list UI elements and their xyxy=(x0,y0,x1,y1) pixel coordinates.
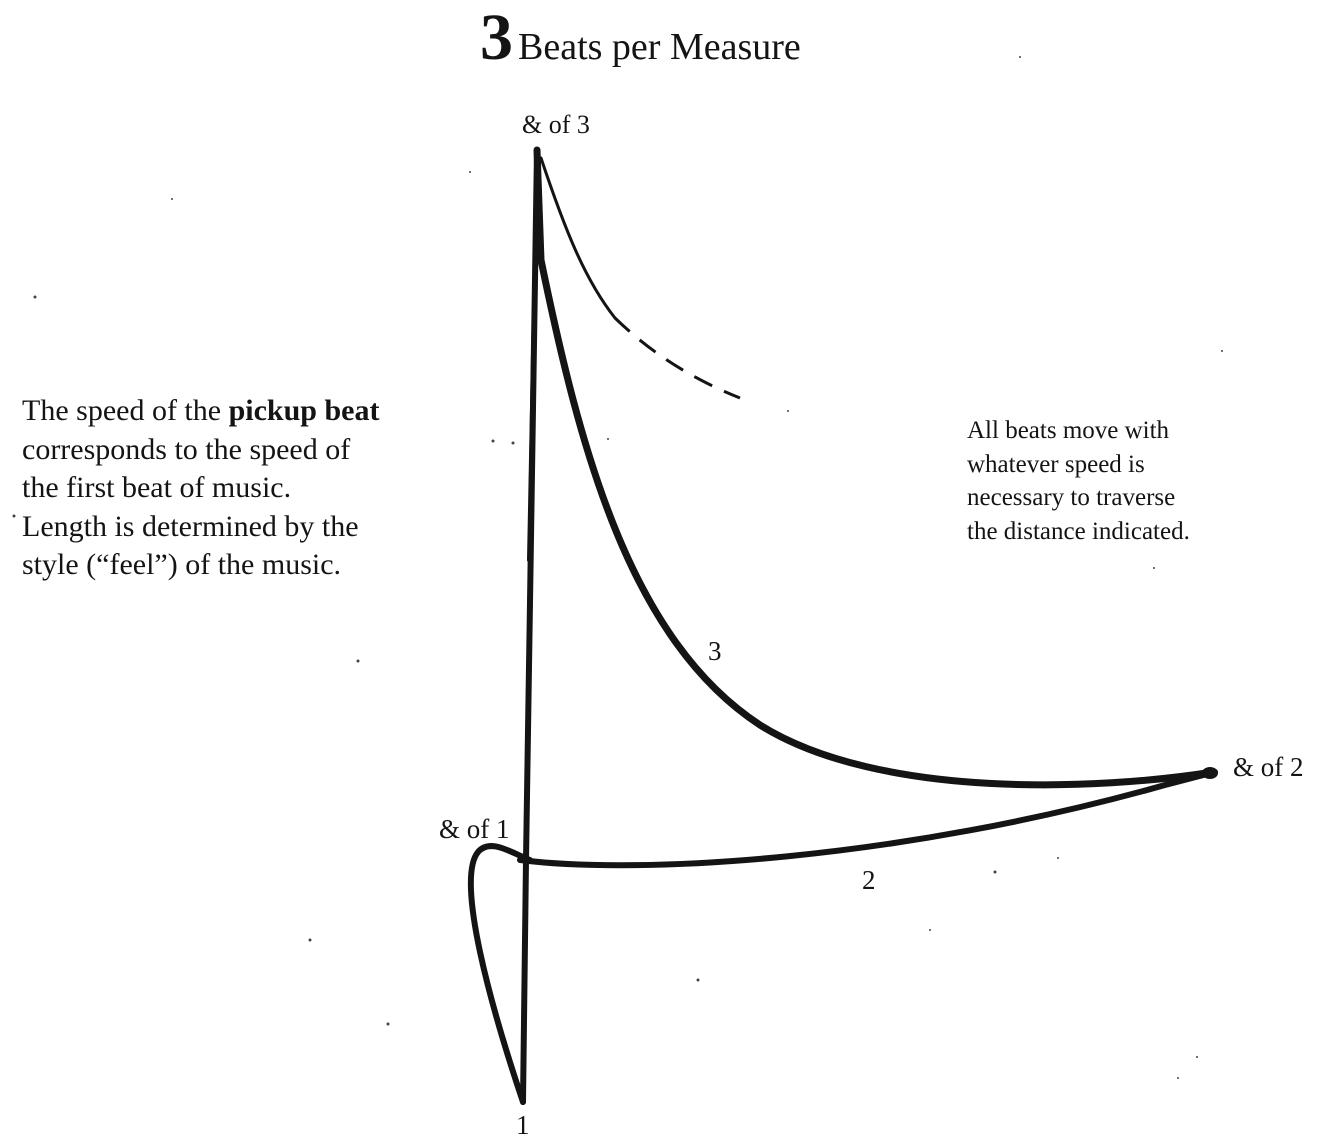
pickup-curve-solid xyxy=(539,156,617,320)
title-number: 3 xyxy=(480,1,513,74)
note-line: Length is determined by the xyxy=(22,509,359,543)
and-of-2-point xyxy=(1202,767,1218,779)
downbeat-stroke-top-thick xyxy=(527,148,539,562)
pickup-curve-dashed xyxy=(613,316,741,400)
label-and-of-2: & of 2 xyxy=(1233,752,1304,782)
paper-specks xyxy=(12,56,1223,1079)
beat-speed-note: All beats move with whatever speed is ne… xyxy=(967,414,1297,548)
beat-2-stroke xyxy=(517,769,1218,869)
note-line: corresponds to the speed of xyxy=(22,432,351,466)
label-and-of-3: & of 3 xyxy=(522,110,590,139)
note-line: the distance indicated. xyxy=(967,517,1190,545)
label-beat-2: 2 xyxy=(862,865,876,895)
note-line: whatever speed is xyxy=(967,450,1145,478)
note-line: necessary to traverse xyxy=(967,484,1176,511)
label-and-of-1: & of 1 xyxy=(439,814,510,844)
page-title: 3 Beats per Measure xyxy=(480,0,801,76)
label-beat-3: 3 xyxy=(708,636,722,666)
note-line: the first beat of music. xyxy=(22,471,292,504)
beat-3-stroke xyxy=(533,146,1217,789)
pickup-beat-note: The speed of the pickup beat corresponds… xyxy=(22,392,442,585)
note-line: All beats move with xyxy=(967,417,1170,444)
title-text: Beats per Measure xyxy=(518,26,801,68)
note-line: style (“feel”) of the music. xyxy=(22,548,342,581)
pickup-beat-emphasis: pickup beat xyxy=(228,394,380,427)
label-beat-1: 1 xyxy=(516,1110,530,1140)
rebound-loop xyxy=(467,843,533,1105)
note-line: The speed of the pickup beat xyxy=(22,394,380,427)
